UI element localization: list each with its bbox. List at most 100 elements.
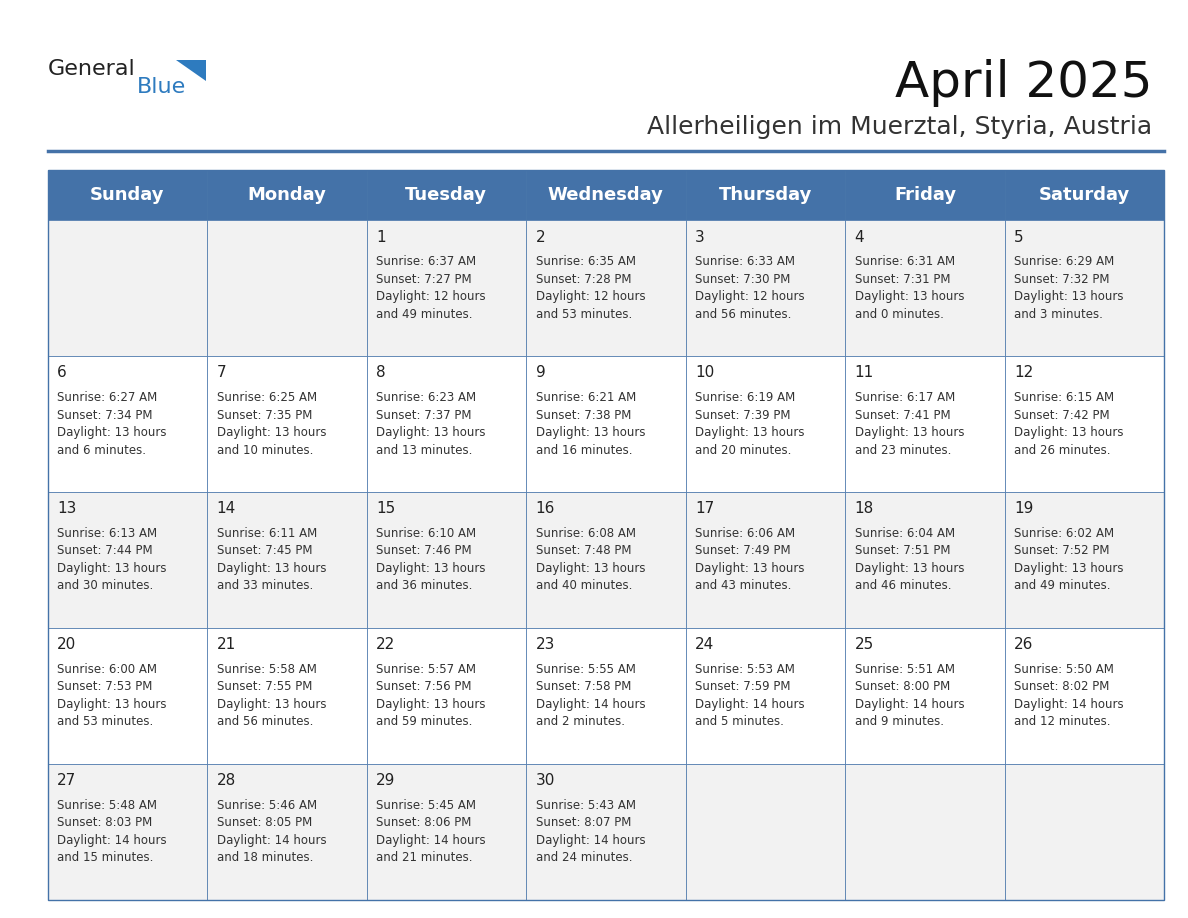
Text: 5: 5 [1015,230,1024,244]
Text: 26: 26 [1015,637,1034,652]
Bar [367,764,526,900]
Bar [685,492,845,628]
Text: 13: 13 [57,501,76,516]
Bar [685,170,845,220]
Text: 18: 18 [854,501,874,516]
Text: Allerheiligen im Muerztal, Styria, Austria: Allerheiligen im Muerztal, Styria, Austr… [647,115,1152,139]
Bar [685,764,845,900]
Bar [845,170,1005,220]
Bar [845,356,1005,492]
Bar [367,492,526,628]
Text: Blue: Blue [137,77,185,97]
Text: Monday: Monday [247,186,327,204]
Text: 2: 2 [536,230,545,244]
Text: Sunday: Sunday [90,186,164,204]
Text: 14: 14 [216,501,235,516]
Text: 28: 28 [216,773,235,788]
Bar [48,492,207,628]
Text: 1: 1 [377,230,386,244]
Bar [207,764,367,900]
Text: Sunrise: 5:58 AM
Sunset: 7:55 PM
Daylight: 13 hours
and 56 minutes.: Sunrise: 5:58 AM Sunset: 7:55 PM Dayligh… [216,663,326,728]
Text: Sunrise: 6:35 AM
Sunset: 7:28 PM
Daylight: 12 hours
and 53 minutes.: Sunrise: 6:35 AM Sunset: 7:28 PM Dayligh… [536,255,645,320]
Text: 17: 17 [695,501,714,516]
Text: Sunrise: 6:31 AM
Sunset: 7:31 PM
Daylight: 13 hours
and 0 minutes.: Sunrise: 6:31 AM Sunset: 7:31 PM Dayligh… [854,255,965,320]
Bar [685,628,845,764]
Bar [526,628,685,764]
Bar [1005,492,1164,628]
Text: 3: 3 [695,230,704,244]
Text: 6: 6 [57,365,67,380]
Text: 9: 9 [536,365,545,380]
Text: General: General [48,59,135,79]
Text: Thursday: Thursday [719,186,813,204]
Bar [1005,170,1164,220]
Text: Sunrise: 6:02 AM
Sunset: 7:52 PM
Daylight: 13 hours
and 49 minutes.: Sunrise: 6:02 AM Sunset: 7:52 PM Dayligh… [1015,527,1124,592]
Text: Sunrise: 5:57 AM
Sunset: 7:56 PM
Daylight: 13 hours
and 59 minutes.: Sunrise: 5:57 AM Sunset: 7:56 PM Dayligh… [377,663,486,728]
Text: Sunrise: 6:17 AM
Sunset: 7:41 PM
Daylight: 13 hours
and 23 minutes.: Sunrise: 6:17 AM Sunset: 7:41 PM Dayligh… [854,391,965,456]
Text: 11: 11 [854,365,874,380]
Text: Sunrise: 5:55 AM
Sunset: 7:58 PM
Daylight: 14 hours
and 2 minutes.: Sunrise: 5:55 AM Sunset: 7:58 PM Dayligh… [536,663,645,728]
Text: Saturday: Saturday [1038,186,1130,204]
Bar [845,492,1005,628]
Text: Sunrise: 6:13 AM
Sunset: 7:44 PM
Daylight: 13 hours
and 30 minutes.: Sunrise: 6:13 AM Sunset: 7:44 PM Dayligh… [57,527,166,592]
Bar [1005,220,1164,356]
Bar [1005,628,1164,764]
Text: 27: 27 [57,773,76,788]
Text: Sunrise: 6:11 AM
Sunset: 7:45 PM
Daylight: 13 hours
and 33 minutes.: Sunrise: 6:11 AM Sunset: 7:45 PM Dayligh… [216,527,326,592]
Text: Sunrise: 6:37 AM
Sunset: 7:27 PM
Daylight: 12 hours
and 49 minutes.: Sunrise: 6:37 AM Sunset: 7:27 PM Dayligh… [377,255,486,320]
Bar [526,764,685,900]
Bar [367,356,526,492]
Bar [48,764,207,900]
Text: Sunrise: 6:19 AM
Sunset: 7:39 PM
Daylight: 13 hours
and 20 minutes.: Sunrise: 6:19 AM Sunset: 7:39 PM Dayligh… [695,391,804,456]
Text: 22: 22 [377,637,396,652]
Text: April 2025: April 2025 [895,59,1152,106]
Text: Sunrise: 5:48 AM
Sunset: 8:03 PM
Daylight: 14 hours
and 15 minutes.: Sunrise: 5:48 AM Sunset: 8:03 PM Dayligh… [57,799,166,864]
Bar [207,628,367,764]
Text: 12: 12 [1015,365,1034,380]
Bar [48,628,207,764]
Bar [1005,764,1164,900]
Text: Sunrise: 5:46 AM
Sunset: 8:05 PM
Daylight: 14 hours
and 18 minutes.: Sunrise: 5:46 AM Sunset: 8:05 PM Dayligh… [216,799,327,864]
Text: Sunrise: 6:33 AM
Sunset: 7:30 PM
Daylight: 12 hours
and 56 minutes.: Sunrise: 6:33 AM Sunset: 7:30 PM Dayligh… [695,255,804,320]
Bar [526,492,685,628]
Text: 7: 7 [216,365,226,380]
Text: Sunrise: 6:25 AM
Sunset: 7:35 PM
Daylight: 13 hours
and 10 minutes.: Sunrise: 6:25 AM Sunset: 7:35 PM Dayligh… [216,391,326,456]
Text: Sunrise: 6:06 AM
Sunset: 7:49 PM
Daylight: 13 hours
and 43 minutes.: Sunrise: 6:06 AM Sunset: 7:49 PM Dayligh… [695,527,804,592]
Text: 8: 8 [377,365,386,380]
Text: Sunrise: 5:53 AM
Sunset: 7:59 PM
Daylight: 14 hours
and 5 minutes.: Sunrise: 5:53 AM Sunset: 7:59 PM Dayligh… [695,663,804,728]
Text: Sunrise: 5:51 AM
Sunset: 8:00 PM
Daylight: 14 hours
and 9 minutes.: Sunrise: 5:51 AM Sunset: 8:00 PM Dayligh… [854,663,965,728]
Text: Sunrise: 6:10 AM
Sunset: 7:46 PM
Daylight: 13 hours
and 36 minutes.: Sunrise: 6:10 AM Sunset: 7:46 PM Dayligh… [377,527,486,592]
Text: Sunrise: 6:04 AM
Sunset: 7:51 PM
Daylight: 13 hours
and 46 minutes.: Sunrise: 6:04 AM Sunset: 7:51 PM Dayligh… [854,527,965,592]
Bar [526,220,685,356]
Text: 25: 25 [854,637,874,652]
Text: Tuesday: Tuesday [405,186,487,204]
Text: 4: 4 [854,230,865,244]
Bar [367,170,526,220]
Bar [526,170,685,220]
Bar [367,628,526,764]
Bar [48,220,207,356]
Text: 21: 21 [216,637,235,652]
Bar [367,220,526,356]
Text: Sunrise: 5:43 AM
Sunset: 8:07 PM
Daylight: 14 hours
and 24 minutes.: Sunrise: 5:43 AM Sunset: 8:07 PM Dayligh… [536,799,645,864]
Text: 29: 29 [377,773,396,788]
Bar [845,220,1005,356]
Text: Sunrise: 6:00 AM
Sunset: 7:53 PM
Daylight: 13 hours
and 53 minutes.: Sunrise: 6:00 AM Sunset: 7:53 PM Dayligh… [57,663,166,728]
Bar [48,356,207,492]
Text: 30: 30 [536,773,555,788]
Bar [207,220,367,356]
Bar [685,220,845,356]
Bar [526,356,685,492]
Bar [1005,356,1164,492]
Bar [207,170,367,220]
Bar [48,170,207,220]
Text: Friday: Friday [893,186,956,204]
Text: Sunrise: 6:27 AM
Sunset: 7:34 PM
Daylight: 13 hours
and 6 minutes.: Sunrise: 6:27 AM Sunset: 7:34 PM Dayligh… [57,391,166,456]
Text: 23: 23 [536,637,555,652]
Bar [207,356,367,492]
Text: 10: 10 [695,365,714,380]
Bar [845,764,1005,900]
Bar [685,356,845,492]
Text: Sunrise: 6:08 AM
Sunset: 7:48 PM
Daylight: 13 hours
and 40 minutes.: Sunrise: 6:08 AM Sunset: 7:48 PM Dayligh… [536,527,645,592]
Text: Sunrise: 6:21 AM
Sunset: 7:38 PM
Daylight: 13 hours
and 16 minutes.: Sunrise: 6:21 AM Sunset: 7:38 PM Dayligh… [536,391,645,456]
